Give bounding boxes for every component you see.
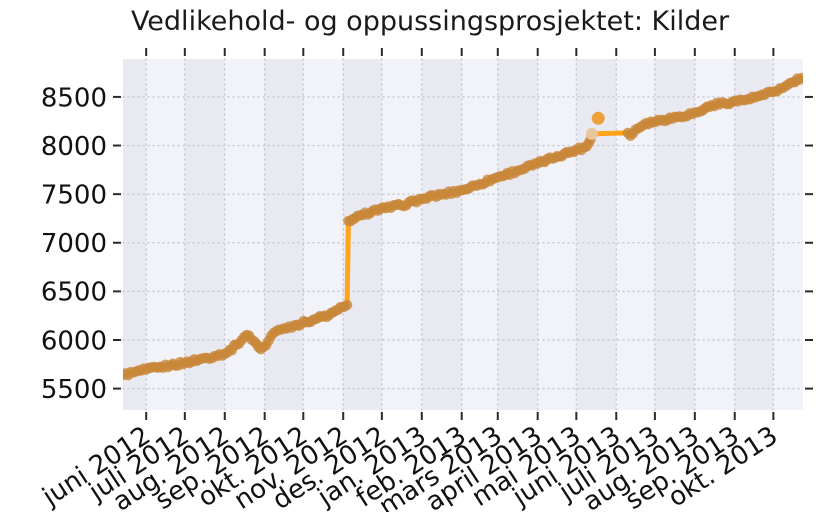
month-band	[576, 59, 617, 410]
month-band	[381, 59, 422, 410]
month-band	[537, 59, 577, 410]
data-point-light	[585, 127, 598, 140]
y-tick-label: 7500	[41, 181, 107, 211]
y-tick-label: 8000	[41, 132, 107, 162]
data-point	[341, 299, 353, 311]
y-tick-label: 5500	[41, 375, 107, 405]
month-band	[421, 59, 462, 410]
month-band	[616, 59, 655, 410]
chart-title: Vedlikehold- og oppussingsprosjektet: Ki…	[130, 6, 730, 37]
month-band	[497, 59, 538, 410]
month-band	[694, 59, 735, 410]
y-tick-label: 6000	[41, 326, 107, 356]
month-band	[303, 59, 344, 410]
month-band	[123, 59, 147, 410]
y-tick-label: 6500	[41, 278, 107, 308]
data-point	[796, 72, 803, 84]
y-tick-label: 8500	[41, 83, 107, 113]
data-point-outlier	[591, 111, 605, 125]
month-band	[264, 59, 304, 410]
month-band	[773, 59, 803, 410]
series-group	[123, 72, 803, 381]
month-band	[461, 59, 498, 410]
month-band	[224, 59, 265, 410]
month-band	[734, 59, 774, 410]
y-tick-label: 7000	[41, 229, 107, 259]
month-band	[146, 59, 185, 410]
